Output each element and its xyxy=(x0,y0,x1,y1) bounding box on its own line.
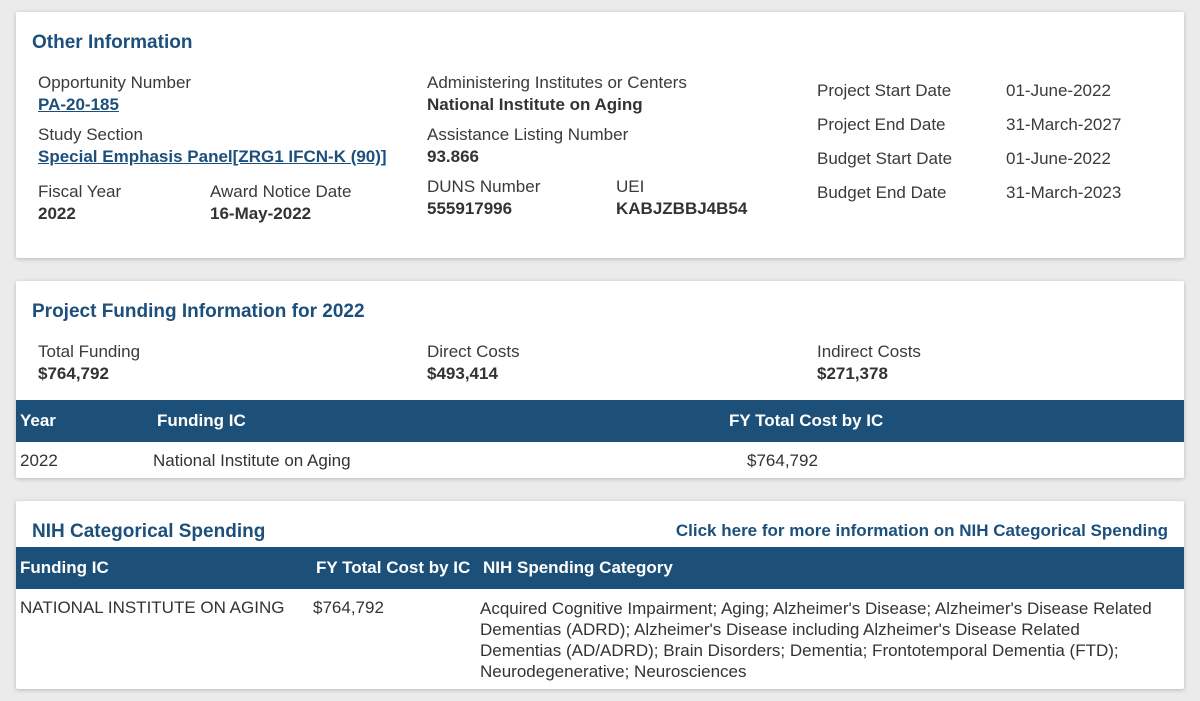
budget-end-date-value: 31-March-2023 xyxy=(1006,183,1122,202)
categorical-spending-panel: NIH Categorical Spending Click here for … xyxy=(16,501,1184,689)
opportunity-number-label: Opportunity Number xyxy=(38,73,192,92)
direct-costs-label: Direct Costs xyxy=(427,342,520,361)
category-line: Dementias (AD/ADRD); Brain Disorders; De… xyxy=(480,641,1119,660)
direct-costs-value: $493,414 xyxy=(427,364,498,383)
award-notice-date-label: Award Notice Date xyxy=(210,182,352,201)
duns-number-label: DUNS Number xyxy=(427,177,541,196)
fy-total-cost-column-header[interactable]: FY Total Cost by IC xyxy=(316,558,471,577)
indirect-costs-value: $271,378 xyxy=(817,364,888,383)
funding-ic-column-header[interactable]: Funding IC xyxy=(20,558,109,577)
project-end-date-value: 31-March-2027 xyxy=(1006,115,1122,134)
categorical-spending-title: NIH Categorical Spending xyxy=(32,521,266,542)
opportunity-number-link[interactable]: PA-20-185 xyxy=(38,95,119,114)
row-funding-ic: National Institute on Aging xyxy=(153,451,351,470)
project-start-date-label: Project Start Date xyxy=(817,81,952,100)
assistance-listing-value: 93.866 xyxy=(427,147,479,166)
category-line: Acquired Cognitive Impairment; Aging; Al… xyxy=(480,599,1152,618)
administering-ic-value: National Institute on Aging xyxy=(427,95,643,114)
row-funding-ic: NATIONAL INSTITUTE ON AGING xyxy=(20,598,285,617)
total-funding-label: Total Funding xyxy=(38,342,141,361)
total-funding-value: $764,792 xyxy=(38,364,109,383)
fy-total-cost-column-header[interactable]: FY Total Cost by IC xyxy=(729,411,884,430)
budget-start-date-value: 01-June-2022 xyxy=(1006,149,1111,168)
categorical-spending-info-link[interactable]: Click here for more information on NIH C… xyxy=(675,521,1168,540)
spending-category-column-header[interactable]: NIH Spending Category xyxy=(483,558,673,577)
project-funding-panel: Project Funding Information for 2022 Tot… xyxy=(16,281,1184,478)
category-line: Neurodegenerative; Neurosciences xyxy=(480,662,747,681)
year-column-header[interactable]: Year xyxy=(20,411,56,430)
duns-number-value: 555917996 xyxy=(427,199,513,218)
indirect-costs-label: Indirect Costs xyxy=(817,342,921,361)
study-section-label: Study Section xyxy=(38,125,143,144)
row-fy-total-cost: $764,792 xyxy=(747,451,818,470)
category-line: Dementias (ADRD); Alzheimer's Disease in… xyxy=(480,620,1080,639)
budget-start-date-label: Budget Start Date xyxy=(817,149,953,168)
award-notice-date-value: 16-May-2022 xyxy=(210,204,312,223)
fiscal-year-value: 2022 xyxy=(38,204,76,223)
project-end-date-label: Project End Date xyxy=(817,115,946,134)
budget-end-date-label: Budget End Date xyxy=(817,183,947,202)
other-information-title: Other Information xyxy=(32,32,193,53)
fiscal-year-label: Fiscal Year xyxy=(38,182,122,201)
uei-label: UEI xyxy=(616,177,645,196)
row-spending-category: Acquired Cognitive Impairment; Aging; Al… xyxy=(480,598,1152,682)
uei-value: KABJZBBJ4B54 xyxy=(616,199,748,218)
project-funding-title: Project Funding Information for 2022 xyxy=(32,301,365,322)
spending-table-header: Funding IC FY Total Cost by IC NIH Spend… xyxy=(16,547,1184,589)
other-information-panel: Other Information Opportunity Number PA-… xyxy=(16,12,1184,258)
row-fy-total-cost: $764,792 xyxy=(313,598,384,617)
funding-ic-column-header[interactable]: Funding IC xyxy=(157,411,246,430)
project-start-date-value: 01-June-2022 xyxy=(1006,81,1111,100)
row-year: 2022 xyxy=(20,451,58,470)
administering-ic-label: Administering Institutes or Centers xyxy=(427,73,687,92)
study-section-link[interactable]: Special Emphasis Panel[ZRG1 IFCN-K (90)] xyxy=(38,147,387,166)
funding-table-header: Year Funding IC FY Total Cost by IC xyxy=(16,400,1184,442)
assistance-listing-label: Assistance Listing Number xyxy=(427,125,629,144)
